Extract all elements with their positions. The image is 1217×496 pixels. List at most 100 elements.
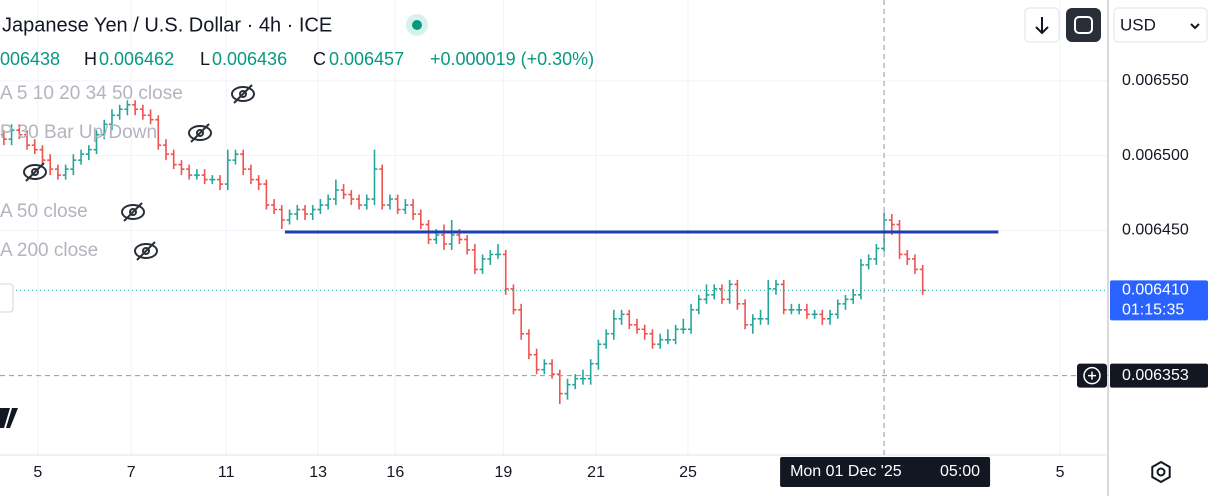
ohlc-bar xyxy=(533,348,540,375)
ohlc-bar xyxy=(734,279,741,310)
ohlc-bar xyxy=(796,303,803,315)
y-tick-label: 0.006500 xyxy=(1122,147,1189,164)
ohlc-bar xyxy=(672,324,679,345)
add-alert-button[interactable] xyxy=(1077,363,1107,388)
ohlc-bar xyxy=(487,249,494,265)
ohlc-bar xyxy=(108,109,115,131)
ohlc-bar xyxy=(201,169,208,185)
ohlc-bar xyxy=(595,339,602,370)
y-tick-label: 0.006550 xyxy=(1122,72,1189,89)
ohlc-bar xyxy=(309,205,316,221)
last-price-label: 0.006410 xyxy=(1122,282,1189,299)
ohlc-bar xyxy=(765,279,772,325)
ohlc-bar xyxy=(93,130,100,155)
ohlc-bar xyxy=(101,119,108,140)
ohlc-bar xyxy=(579,369,586,385)
ohlc-bar xyxy=(657,333,664,349)
hidden-eye-icon[interactable] xyxy=(121,202,145,222)
side-handle[interactable] xyxy=(0,283,14,313)
x-tick-label: 11 xyxy=(218,464,235,481)
ohlc-bar xyxy=(402,199,409,215)
ohlc-bar xyxy=(340,184,347,200)
ohlc-bar xyxy=(31,139,38,155)
ohlc-bar xyxy=(688,303,695,334)
settings-icon[interactable] xyxy=(1151,460,1171,484)
reset-icon xyxy=(1074,16,1093,34)
eye-icons xyxy=(23,84,255,261)
indicator-label: P 30 Bar Up/Down xyxy=(0,122,157,143)
ohlc-bar xyxy=(240,149,247,176)
add-alert-plus xyxy=(1088,371,1096,380)
ohlc-bar xyxy=(896,220,903,259)
ohlc-bar xyxy=(827,309,834,325)
ohlc-bar xyxy=(186,164,193,180)
ohlc-bar xyxy=(8,124,15,146)
currency-label: USD xyxy=(1120,15,1156,34)
ohlc-bar xyxy=(803,303,810,319)
ohlc-bar xyxy=(371,149,378,206)
ohlc-bar xyxy=(772,279,779,295)
ohlc-bar xyxy=(603,329,610,349)
ohlc-change: +0.000019 (+0.30%) xyxy=(430,49,594,69)
ohlc-bar xyxy=(641,324,648,340)
x-tick-label: 16 xyxy=(386,464,404,481)
x-tick-label: 21 xyxy=(587,464,605,481)
ohlc-bar xyxy=(811,309,818,319)
ohlc-bar xyxy=(39,145,46,165)
ohlc-bar xyxy=(247,164,254,185)
ohlc-bar xyxy=(85,145,92,161)
ohlc-bar xyxy=(47,154,54,176)
ohlc-bar xyxy=(0,130,7,146)
ohlc-bar xyxy=(139,104,146,120)
ohlc-bar xyxy=(286,209,293,225)
ohlc-bar xyxy=(726,279,733,304)
ohlc-bar xyxy=(510,284,517,315)
ohlc-bar xyxy=(780,279,787,315)
ohlc-bar xyxy=(819,309,826,325)
crosshair-time-box xyxy=(780,457,991,487)
ohlc-bar xyxy=(904,249,911,265)
reset-button[interactable] xyxy=(1066,8,1101,42)
overlay: 0.006410 01:15:35 0.006353 Mon 01 Dec '25 05… xyxy=(0,0,1208,487)
indicator-label: A 50 close xyxy=(0,201,88,222)
ohlc-high: 0.006462 xyxy=(99,49,174,69)
crosshair-date-label: Mon 01 Dec '25 xyxy=(790,463,902,480)
ohlc-bar xyxy=(587,359,594,385)
ohlc-bar xyxy=(495,243,502,259)
y-tick-label: 0.006450 xyxy=(1122,222,1189,239)
x-tick-label: 13 xyxy=(309,464,327,481)
hidden-eye-icon[interactable] xyxy=(134,241,158,261)
hidden-eye-icon[interactable] xyxy=(23,162,47,182)
ohlc-bar xyxy=(209,175,216,185)
ohlc-close: 0.006457 xyxy=(329,49,404,69)
hidden-eye-icon[interactable] xyxy=(188,123,212,143)
crosshair-time-label: 05:00 xyxy=(940,463,980,480)
ohlc-bar xyxy=(217,175,224,191)
x-tick-label: 5 xyxy=(33,464,42,481)
ohlc-bar xyxy=(564,378,571,400)
dropdown-caret xyxy=(1190,23,1200,30)
ohlc-bar xyxy=(572,374,579,390)
ohlc-bar xyxy=(410,199,417,221)
ohlc-bar xyxy=(124,100,131,116)
ohlc-bar xyxy=(379,164,386,210)
ohlc-bar xyxy=(680,318,687,334)
ohlc-bar xyxy=(16,124,23,140)
ohlc-bar xyxy=(649,329,656,349)
ohlc-bar xyxy=(417,209,424,229)
chart-title: Japanese Yen / U.S. Dollar · 4h · ICE xyxy=(2,14,332,36)
ohlc-bar xyxy=(62,164,69,180)
status-dot xyxy=(412,20,422,30)
last-price-box xyxy=(1110,280,1208,321)
ohlc-bar xyxy=(155,115,162,150)
ohlc-bar xyxy=(518,303,525,340)
ohlc-bar xyxy=(742,299,749,330)
ohlc-bar xyxy=(132,100,139,116)
hidden-eye-icon[interactable] xyxy=(231,84,255,104)
ohlc-bar xyxy=(448,220,455,250)
ohlc-key: H xyxy=(84,49,97,69)
currency-select[interactable] xyxy=(1113,7,1208,43)
x-tick-label: 7 xyxy=(127,464,136,481)
indicator-label: A 5 10 20 34 50 close xyxy=(0,83,183,104)
x-tick-label: 5 xyxy=(1056,464,1065,481)
